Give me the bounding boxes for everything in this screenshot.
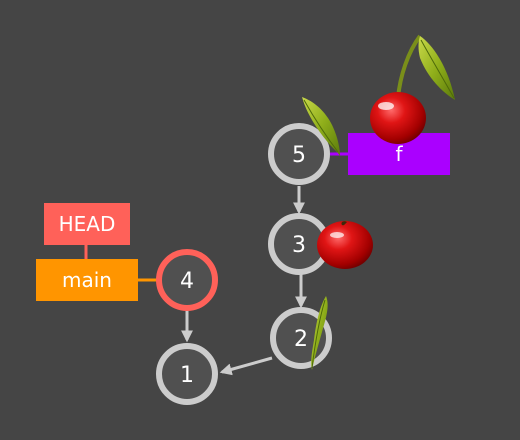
commit-2-label: 2 <box>294 327 308 352</box>
f-ref[interactable]: f <box>348 133 450 175</box>
edge-2-to-1 <box>219 356 273 376</box>
commit-1[interactable]: 1 <box>156 343 218 405</box>
commit-5[interactable]: 5 <box>268 123 330 185</box>
main-ref-label: main <box>62 268 112 292</box>
commit-4-label: 4 <box>180 269 194 294</box>
commit-5-label: 5 <box>292 143 306 168</box>
main-ref[interactable]: main <box>36 259 138 301</box>
f-ref-label: f <box>395 142 403 166</box>
cherry-icon <box>317 220 373 269</box>
commit-3-label: 3 <box>292 233 306 258</box>
commit-4-head[interactable]: 4 <box>156 249 218 311</box>
commit-1-label: 1 <box>180 363 194 388</box>
leaf-icon <box>302 97 340 156</box>
cherry-icon <box>370 34 455 144</box>
leaf-icon <box>311 296 328 370</box>
head-ref[interactable]: HEAD <box>44 203 130 245</box>
head-ref-label: HEAD <box>59 212 116 236</box>
